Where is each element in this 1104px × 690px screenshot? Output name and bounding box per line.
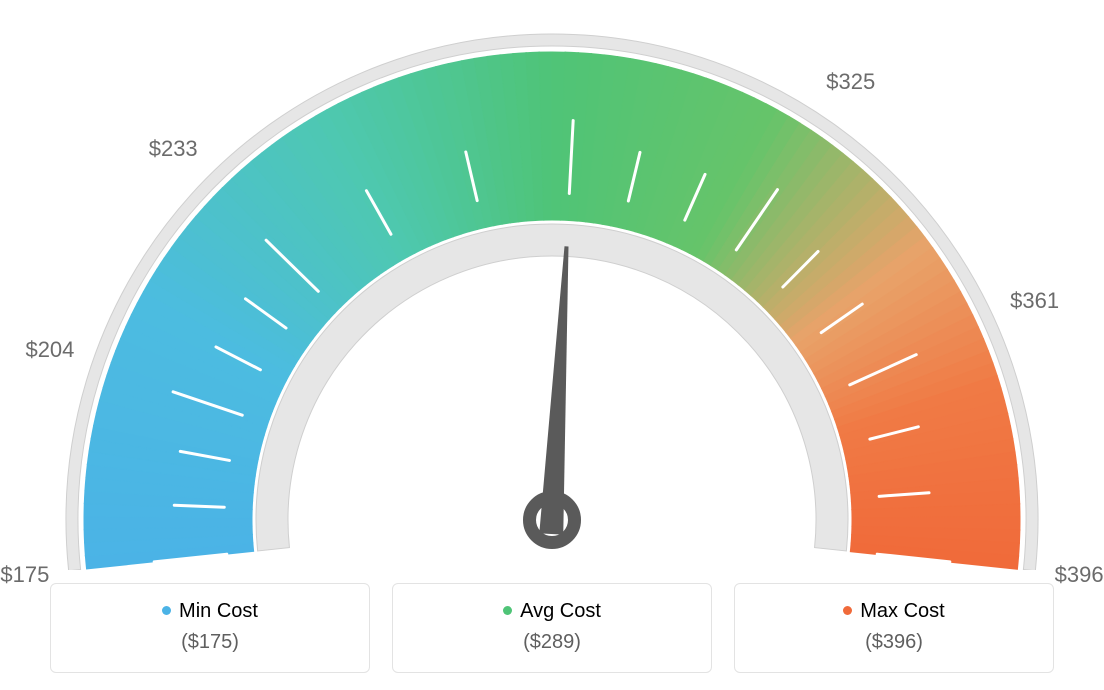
legend-row: Min Cost ($175) Avg Cost ($289) Max Cost… bbox=[50, 583, 1054, 673]
gauge-tick-label: $204 bbox=[25, 337, 74, 363]
dot-icon bbox=[162, 606, 171, 615]
dot-icon bbox=[503, 606, 512, 615]
legend-card-min: Min Cost ($175) bbox=[50, 583, 370, 673]
dot-icon bbox=[843, 606, 852, 615]
legend-title-text: Max Cost bbox=[860, 601, 944, 621]
gauge-tick-label: $175 bbox=[0, 562, 49, 588]
gauge-tick-label: $289 bbox=[556, 0, 605, 4]
legend-title-min: Min Cost bbox=[162, 601, 258, 621]
cost-gauge: $175$204$233$289$325$361$396 bbox=[0, 0, 1104, 570]
legend-title-avg: Avg Cost bbox=[503, 601, 601, 621]
legend-title-text: Min Cost bbox=[179, 601, 258, 621]
legend-card-avg: Avg Cost ($289) bbox=[392, 583, 712, 673]
legend-title-text: Avg Cost bbox=[520, 601, 601, 621]
gauge-tick-label: $396 bbox=[1055, 562, 1104, 588]
gauge-tick-label: $361 bbox=[1010, 288, 1059, 314]
legend-value-max: ($396) bbox=[865, 631, 923, 654]
legend-card-max: Max Cost ($396) bbox=[734, 583, 1054, 673]
gauge-tick-label: $233 bbox=[149, 136, 198, 162]
legend-value-avg: ($289) bbox=[523, 631, 581, 654]
gauge-tick-label: $325 bbox=[826, 69, 875, 95]
legend-title-max: Max Cost bbox=[843, 601, 944, 621]
gauge-svg bbox=[0, 0, 1104, 570]
legend-value-min: ($175) bbox=[181, 631, 239, 654]
